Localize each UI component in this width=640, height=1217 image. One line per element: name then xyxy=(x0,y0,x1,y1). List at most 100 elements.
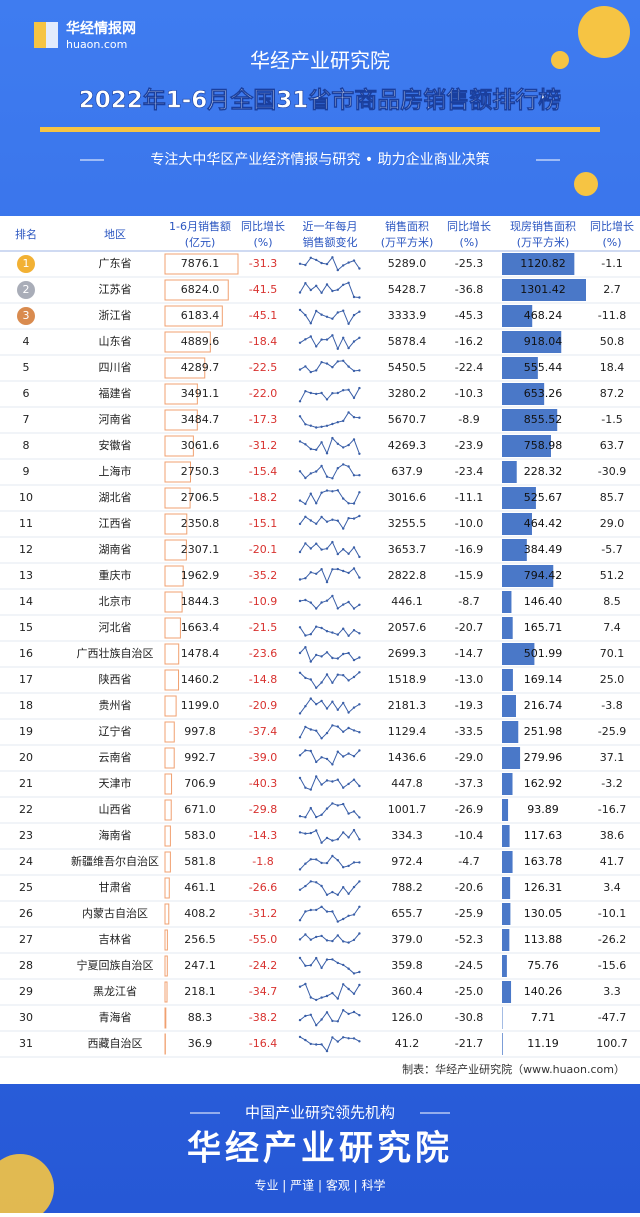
sales-yoy: -23.6 xyxy=(249,647,277,660)
sparkline-dot xyxy=(315,426,317,428)
stock-area-bar xyxy=(502,877,510,899)
sales: 1199.0 xyxy=(181,699,220,712)
sparkline-dot xyxy=(326,338,328,340)
sparkline-dot xyxy=(326,758,328,760)
slogan: 专注大中华区产业经济情报与研究 • 助力企业商业决策 xyxy=(150,151,489,168)
sales: 1663.4 xyxy=(181,621,220,634)
stock-area-bar xyxy=(502,461,517,483)
sales-yoy: -31.2 xyxy=(249,907,277,920)
sparkline-dot xyxy=(353,370,355,372)
sparkline-dot xyxy=(315,730,317,732)
area: 2181.3 xyxy=(388,699,427,712)
sparkline-dot xyxy=(353,729,355,731)
region: 湖南省 xyxy=(99,543,132,556)
sparkline-dot xyxy=(331,477,333,479)
column-header: 同比增长 xyxy=(241,219,285,233)
deco-circle xyxy=(578,6,630,58)
sparkline-dot xyxy=(310,547,312,549)
sparkline-dot xyxy=(337,674,339,676)
org: 华经产业研究院 xyxy=(250,49,390,73)
column-header: (%) xyxy=(459,236,478,249)
area: 1436.6 xyxy=(388,751,427,764)
sparkline-dot xyxy=(342,463,344,465)
sparkline-dot xyxy=(358,1014,360,1016)
sparkline-dot xyxy=(347,752,349,754)
sparkline-dot xyxy=(353,517,355,519)
area-yoy: -30.8 xyxy=(455,1011,483,1024)
rank: 11 xyxy=(19,517,33,530)
sparkline-dot xyxy=(326,1050,328,1052)
sparkline-dot xyxy=(315,816,317,818)
sparkline-dot xyxy=(315,829,317,831)
stock-area-yoy: 18.4 xyxy=(600,361,625,374)
stock-area-yoy: -11.8 xyxy=(598,309,626,322)
area-yoy: -4.7 xyxy=(458,855,479,868)
stock-area-yoy: 37.1 xyxy=(600,751,625,764)
sales-yoy: -39.0 xyxy=(249,751,277,764)
sparkline-dot xyxy=(353,659,355,661)
stock-area-yoy: 29.0 xyxy=(600,517,625,530)
stock-area: 855.52 xyxy=(524,413,563,426)
sparkline-dot xyxy=(342,653,344,655)
rank: 20 xyxy=(19,751,33,764)
rank: 29 xyxy=(19,985,33,998)
sparkline-dot xyxy=(326,1011,328,1013)
sparkline-dot xyxy=(337,804,339,806)
sparkline-dot xyxy=(347,465,349,467)
sparkline-dot xyxy=(326,476,328,478)
sales-yoy: -26.6 xyxy=(249,881,277,894)
sparkline-dot xyxy=(310,939,312,941)
rank: 18 xyxy=(19,699,33,712)
sparkline-dot xyxy=(299,672,301,674)
sparkline-dot xyxy=(326,547,328,549)
stock-area-yoy: 51.2 xyxy=(600,569,625,582)
stock-area-yoy: 100.7 xyxy=(596,1037,628,1050)
sparkline-dot xyxy=(299,919,301,921)
sparkline-dot xyxy=(310,322,312,324)
area-yoy: -37.3 xyxy=(455,777,483,790)
sparkline-dot xyxy=(347,893,349,895)
sparkline-dot xyxy=(310,257,312,259)
sparkline-dot xyxy=(310,750,312,752)
sparkline-dot xyxy=(337,751,339,753)
deco-circle xyxy=(574,172,598,196)
sales-yoy: -55.0 xyxy=(249,933,277,946)
sparkline-dot xyxy=(347,679,349,681)
sales-bar xyxy=(165,774,172,794)
stock-area: 7.71 xyxy=(531,1011,556,1024)
sparkline-dot xyxy=(337,421,339,423)
sparkline-dot xyxy=(353,829,355,831)
sparkline-dot xyxy=(342,628,344,630)
region: 西藏自治区 xyxy=(88,1036,143,1050)
stock-area-bar xyxy=(502,1033,503,1055)
sparkline-dot xyxy=(331,992,333,994)
sparkline-dot xyxy=(358,731,360,733)
sparkline-dot xyxy=(358,932,360,934)
sparkline-dot xyxy=(299,400,301,402)
title: 2022年1-6月全国31省市商品房销售额排行榜 xyxy=(79,87,562,114)
area: 3280.2 xyxy=(388,387,427,400)
sparkline-dot xyxy=(358,861,360,863)
sparkline-dot xyxy=(315,345,317,347)
rank: 13 xyxy=(19,569,33,582)
region: 天津市 xyxy=(99,776,132,790)
sparkline-dot xyxy=(310,425,312,427)
sparkline-dot xyxy=(353,939,355,941)
sales: 88.3 xyxy=(188,1011,213,1024)
source: 制表：华经产业研究院（www.huaon.com） xyxy=(402,1062,625,1076)
sparkline-dot xyxy=(342,527,344,529)
stock-area-yoy: -26.2 xyxy=(598,933,626,946)
sparkline-dot xyxy=(353,397,355,399)
region: 广西壮族自治区 xyxy=(77,646,154,660)
sparkline-dot xyxy=(353,416,355,418)
area: 360.4 xyxy=(391,985,423,998)
sparkline-dot xyxy=(304,1015,306,1017)
region: 山西省 xyxy=(99,803,132,816)
sparkline-dot xyxy=(331,631,333,633)
stock-area: 555.44 xyxy=(524,361,563,374)
sparkline-dot xyxy=(342,918,344,920)
sparkline-dot xyxy=(326,283,328,285)
area: 2057.6 xyxy=(388,621,427,634)
sparkline-dot xyxy=(331,891,333,893)
sparkline-dot xyxy=(326,581,328,583)
